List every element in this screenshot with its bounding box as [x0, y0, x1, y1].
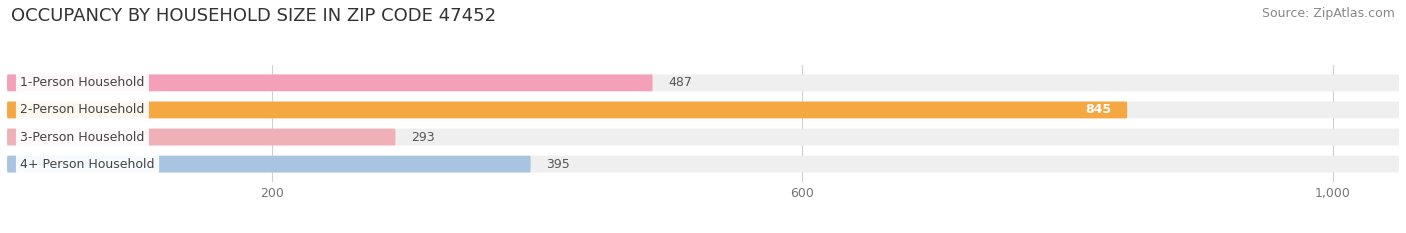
Text: 293: 293 [412, 130, 434, 144]
Text: 487: 487 [668, 76, 692, 89]
FancyBboxPatch shape [7, 156, 530, 172]
FancyBboxPatch shape [7, 75, 1399, 91]
FancyBboxPatch shape [7, 75, 652, 91]
Text: 845: 845 [1085, 103, 1111, 116]
Text: OCCUPANCY BY HOUSEHOLD SIZE IN ZIP CODE 47452: OCCUPANCY BY HOUSEHOLD SIZE IN ZIP CODE … [11, 7, 496, 25]
FancyBboxPatch shape [7, 129, 1399, 145]
FancyBboxPatch shape [7, 102, 1128, 118]
Text: 395: 395 [547, 158, 571, 171]
Text: 1-Person Household: 1-Person Household [20, 76, 145, 89]
Text: 2-Person Household: 2-Person Household [20, 103, 145, 116]
FancyBboxPatch shape [7, 102, 1399, 118]
Text: Source: ZipAtlas.com: Source: ZipAtlas.com [1261, 7, 1395, 20]
Text: 3-Person Household: 3-Person Household [20, 130, 145, 144]
Text: 4+ Person Household: 4+ Person Household [20, 158, 155, 171]
FancyBboxPatch shape [7, 129, 395, 145]
FancyBboxPatch shape [7, 156, 1399, 172]
